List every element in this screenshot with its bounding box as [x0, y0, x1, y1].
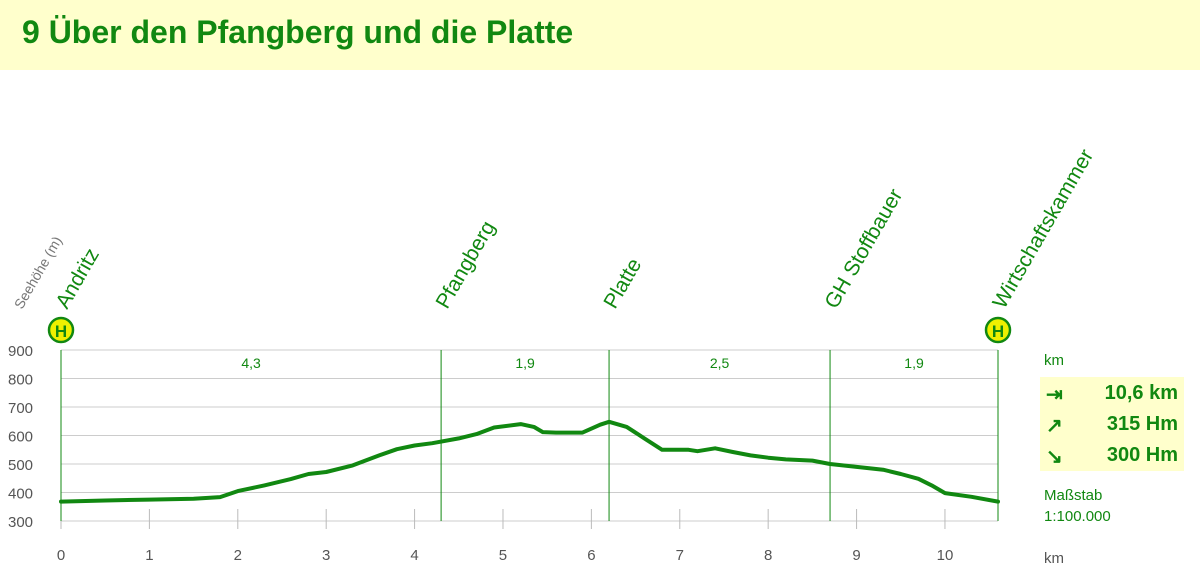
- y-tick-label: 600: [8, 429, 33, 446]
- x-tick-label: 2: [234, 547, 242, 564]
- waypoint-label: Pfangberg: [432, 217, 500, 312]
- distance-value: 10,6 km: [1104, 382, 1178, 404]
- bus-stop-icon: [47, 316, 75, 344]
- y-tick-label: 300: [8, 514, 33, 531]
- x-tick-label: 8: [764, 547, 772, 564]
- bus-stop-symbol: H: [55, 322, 67, 341]
- x-tick-label: 6: [587, 547, 595, 564]
- scale-value: 1:100.000: [1044, 508, 1111, 525]
- segment-distance-label: 1,9: [515, 355, 535, 371]
- header-bar: 9 Über den Pfangberg und die Platte: [0, 0, 1200, 70]
- x-tick-label: 7: [676, 547, 684, 564]
- ascent-value: 315 Hm: [1106, 413, 1178, 435]
- x-tick-label: 10: [937, 547, 954, 564]
- segment-distance-label: 4,3: [241, 355, 261, 371]
- route-stats-panel: ⇥ 10,6 km ↗ 315 Hm ↘ 300 Hm: [1040, 377, 1184, 471]
- x-axis-label: km: [1044, 550, 1064, 567]
- scale-label: Maßstab: [1044, 487, 1103, 504]
- y-tick-label: 500: [8, 457, 33, 474]
- km-label: km: [1044, 352, 1064, 369]
- y-tick-label: 400: [8, 486, 33, 503]
- descent-row: ↘ 300 Hm: [1040, 441, 1184, 471]
- arrow-up-right-icon: ↗: [1046, 415, 1063, 437]
- x-tick-label: 9: [852, 547, 860, 564]
- elevation-profile-line: [59, 419, 1000, 504]
- bus-stop-symbol: H: [992, 322, 1004, 341]
- segment-distance-label: 2,5: [710, 355, 730, 371]
- waypoint-label: Wirtschaftskammer: [988, 145, 1098, 312]
- x-tick-label: 3: [322, 547, 330, 564]
- x-tick-label: 5: [499, 547, 507, 564]
- descent-value: 300 Hm: [1106, 444, 1178, 466]
- x-tick-label: 1: [145, 547, 153, 564]
- y-tick-label: 700: [8, 400, 33, 417]
- arrow-right-from-bar-icon: ⇥: [1046, 384, 1063, 406]
- waypoint-label: GH Stoffbauer: [820, 185, 907, 312]
- waypoint-label: Platte: [599, 254, 646, 312]
- distance-row: ⇥ 10,6 km: [1040, 379, 1184, 409]
- y-tick-label: 800: [8, 372, 33, 389]
- segment-distance-label: 1,9: [904, 355, 924, 371]
- bus-stop-icon: [984, 316, 1012, 344]
- arrow-down-right-icon: ↘: [1046, 446, 1063, 468]
- ascent-row: ↗ 315 Hm: [1040, 410, 1184, 440]
- page-title: 9 Über den Pfangberg und die Platte: [22, 14, 574, 50]
- y-tick-label: 900: [8, 343, 33, 360]
- x-tick-label: 4: [410, 547, 418, 564]
- waypoint-label: Andritz: [51, 244, 104, 312]
- x-tick-label: 0: [57, 547, 65, 564]
